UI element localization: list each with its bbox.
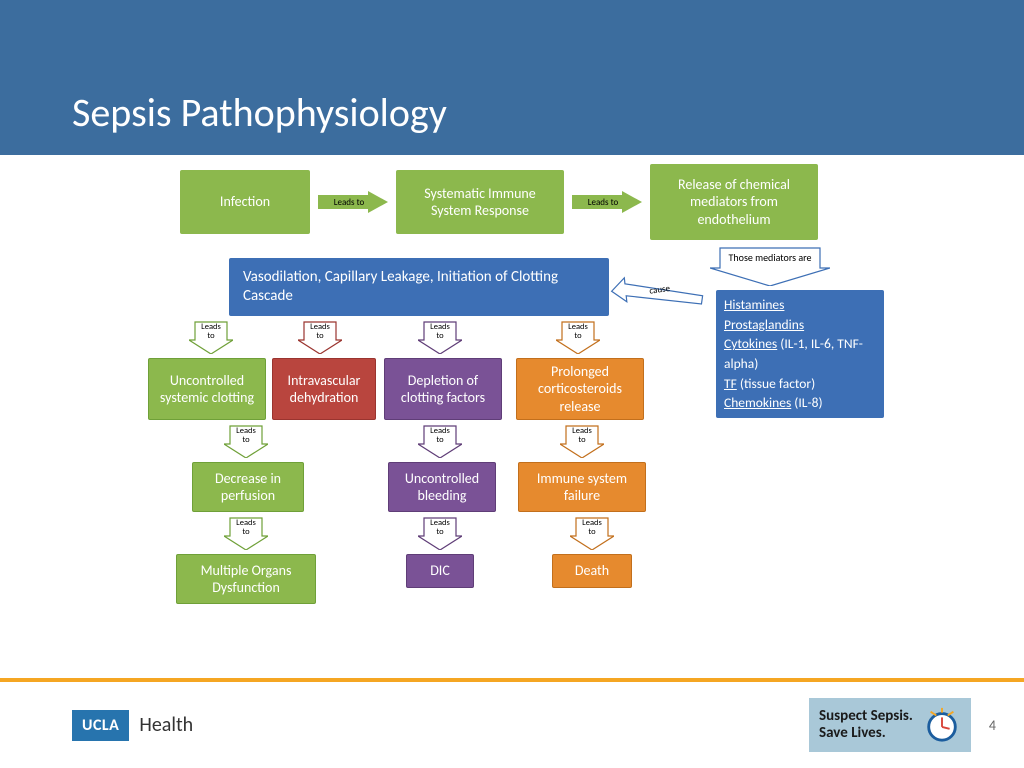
arrow-label: Leadsto	[418, 516, 462, 540]
box-dic: DIC	[406, 554, 474, 588]
arrow-leads-orange: Leadsto	[556, 320, 600, 354]
arrow-label: Leadsto	[418, 320, 462, 344]
box-death: Death	[552, 554, 632, 588]
arrow-label: Leadsto	[556, 320, 600, 344]
sepsis-badge: Suspect Sepsis. Save Lives.	[809, 698, 971, 752]
box-release: Release of chemical mediators from endot…	[650, 164, 818, 240]
arrow-leads-purple: Leadsto	[418, 320, 462, 354]
arrow-leads-to-2: Leads to	[572, 191, 642, 213]
ucla-health-text: Health	[139, 713, 193, 737]
box-mediators: Histamines Prostaglandins Cytokines (IL-…	[716, 290, 884, 418]
arrow-orange-2: Leadsto	[560, 424, 604, 458]
arrow-label: Leadsto	[570, 516, 614, 540]
box-cortico: Prolonged corticosteroids release	[516, 358, 644, 420]
box-vasodilation: Vasodilation, Capillary Leakage, Initiat…	[229, 258, 609, 316]
box-mod: Multiple Organs Dysfunction	[176, 554, 316, 604]
sepsis-text: Suspect Sepsis. Save Lives.	[819, 708, 913, 743]
box-infection: Infection	[180, 170, 310, 234]
arrow-label: Leadsto	[189, 320, 233, 344]
box-bleeding: Uncontrolled bleeding	[388, 462, 496, 512]
box-immunefail: Immune system failure	[518, 462, 646, 512]
clock-icon	[923, 706, 961, 744]
footer: UCLA Health Suspect Sepsis. Save Lives. …	[0, 682, 1024, 768]
box-depletion: Depletion of clotting factors	[384, 358, 502, 420]
arrow-label: Leadsto	[560, 424, 604, 448]
arrow-label: Leadsto	[224, 516, 268, 540]
mediators-text: Histamines Prostaglandins Cytokines (IL-…	[724, 295, 876, 412]
flowchart-canvas: Infection Leads to Systematic Immune Sys…	[0, 160, 1024, 680]
arrow-purple-3: Leadsto	[418, 516, 462, 550]
arrow-purple-2: Leadsto	[418, 424, 462, 458]
box-clotting: Uncontrolled systemic clotting	[148, 358, 266, 420]
arrow-cause: cause	[612, 270, 712, 314]
arrow-leads-green: Leadsto	[189, 320, 233, 354]
slide-title: Sepsis Pathophysiology	[72, 88, 447, 137]
arrow-label: Leadsto	[298, 320, 342, 344]
arrow-green-3: Leadsto	[224, 516, 268, 550]
box-perfusion: Decrease in perfusion	[192, 462, 304, 512]
box-sir: Systematic Immune System Response	[396, 170, 564, 234]
arrow-orange-3: Leadsto	[570, 516, 614, 550]
arrow-green-2: Leadsto	[224, 424, 268, 458]
arrow-label: Leads to	[318, 191, 388, 213]
arrow-label: Leads to	[572, 191, 642, 213]
ucla-logo: UCLA	[72, 710, 129, 741]
page-number: 4	[989, 717, 996, 734]
arrow-leads-to-1: Leads to	[318, 191, 388, 213]
arrow-leads-red: Leadsto	[298, 320, 342, 354]
box-dehydration: Intravascular dehydration	[272, 358, 376, 420]
arrow-label: Those mediators are	[710, 244, 830, 269]
arrow-mediators-are: Those mediators are	[710, 244, 830, 286]
slide-header: Sepsis Pathophysiology	[0, 0, 1024, 155]
arrow-label: Leadsto	[418, 424, 462, 448]
arrow-label: Leadsto	[224, 424, 268, 448]
